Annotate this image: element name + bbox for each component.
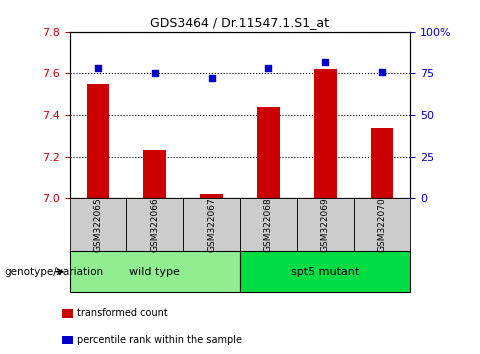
Title: GDS3464 / Dr.11547.1.S1_at: GDS3464 / Dr.11547.1.S1_at bbox=[151, 16, 329, 29]
Point bbox=[378, 69, 386, 75]
Point bbox=[151, 71, 158, 76]
Bar bbox=[200, 194, 223, 198]
Text: GSM322067: GSM322067 bbox=[207, 198, 216, 252]
Bar bbox=[314, 69, 336, 198]
Text: transformed count: transformed count bbox=[77, 308, 168, 318]
Point bbox=[264, 65, 272, 71]
Text: spt5 mutant: spt5 mutant bbox=[291, 267, 360, 277]
Text: GSM322065: GSM322065 bbox=[94, 198, 103, 252]
Bar bbox=[257, 107, 280, 198]
Bar bbox=[86, 84, 109, 198]
Text: GSM322068: GSM322068 bbox=[264, 198, 273, 252]
Text: GSM322066: GSM322066 bbox=[150, 198, 159, 252]
Text: percentile rank within the sample: percentile rank within the sample bbox=[77, 335, 242, 345]
Text: GSM322069: GSM322069 bbox=[321, 198, 330, 252]
Bar bbox=[371, 127, 393, 198]
Text: GSM322070: GSM322070 bbox=[377, 198, 386, 252]
Point bbox=[94, 65, 102, 71]
Point bbox=[208, 76, 216, 81]
Point bbox=[321, 59, 329, 65]
Text: wild type: wild type bbox=[130, 267, 180, 277]
Bar bbox=[144, 150, 166, 198]
Text: genotype/variation: genotype/variation bbox=[5, 267, 104, 277]
